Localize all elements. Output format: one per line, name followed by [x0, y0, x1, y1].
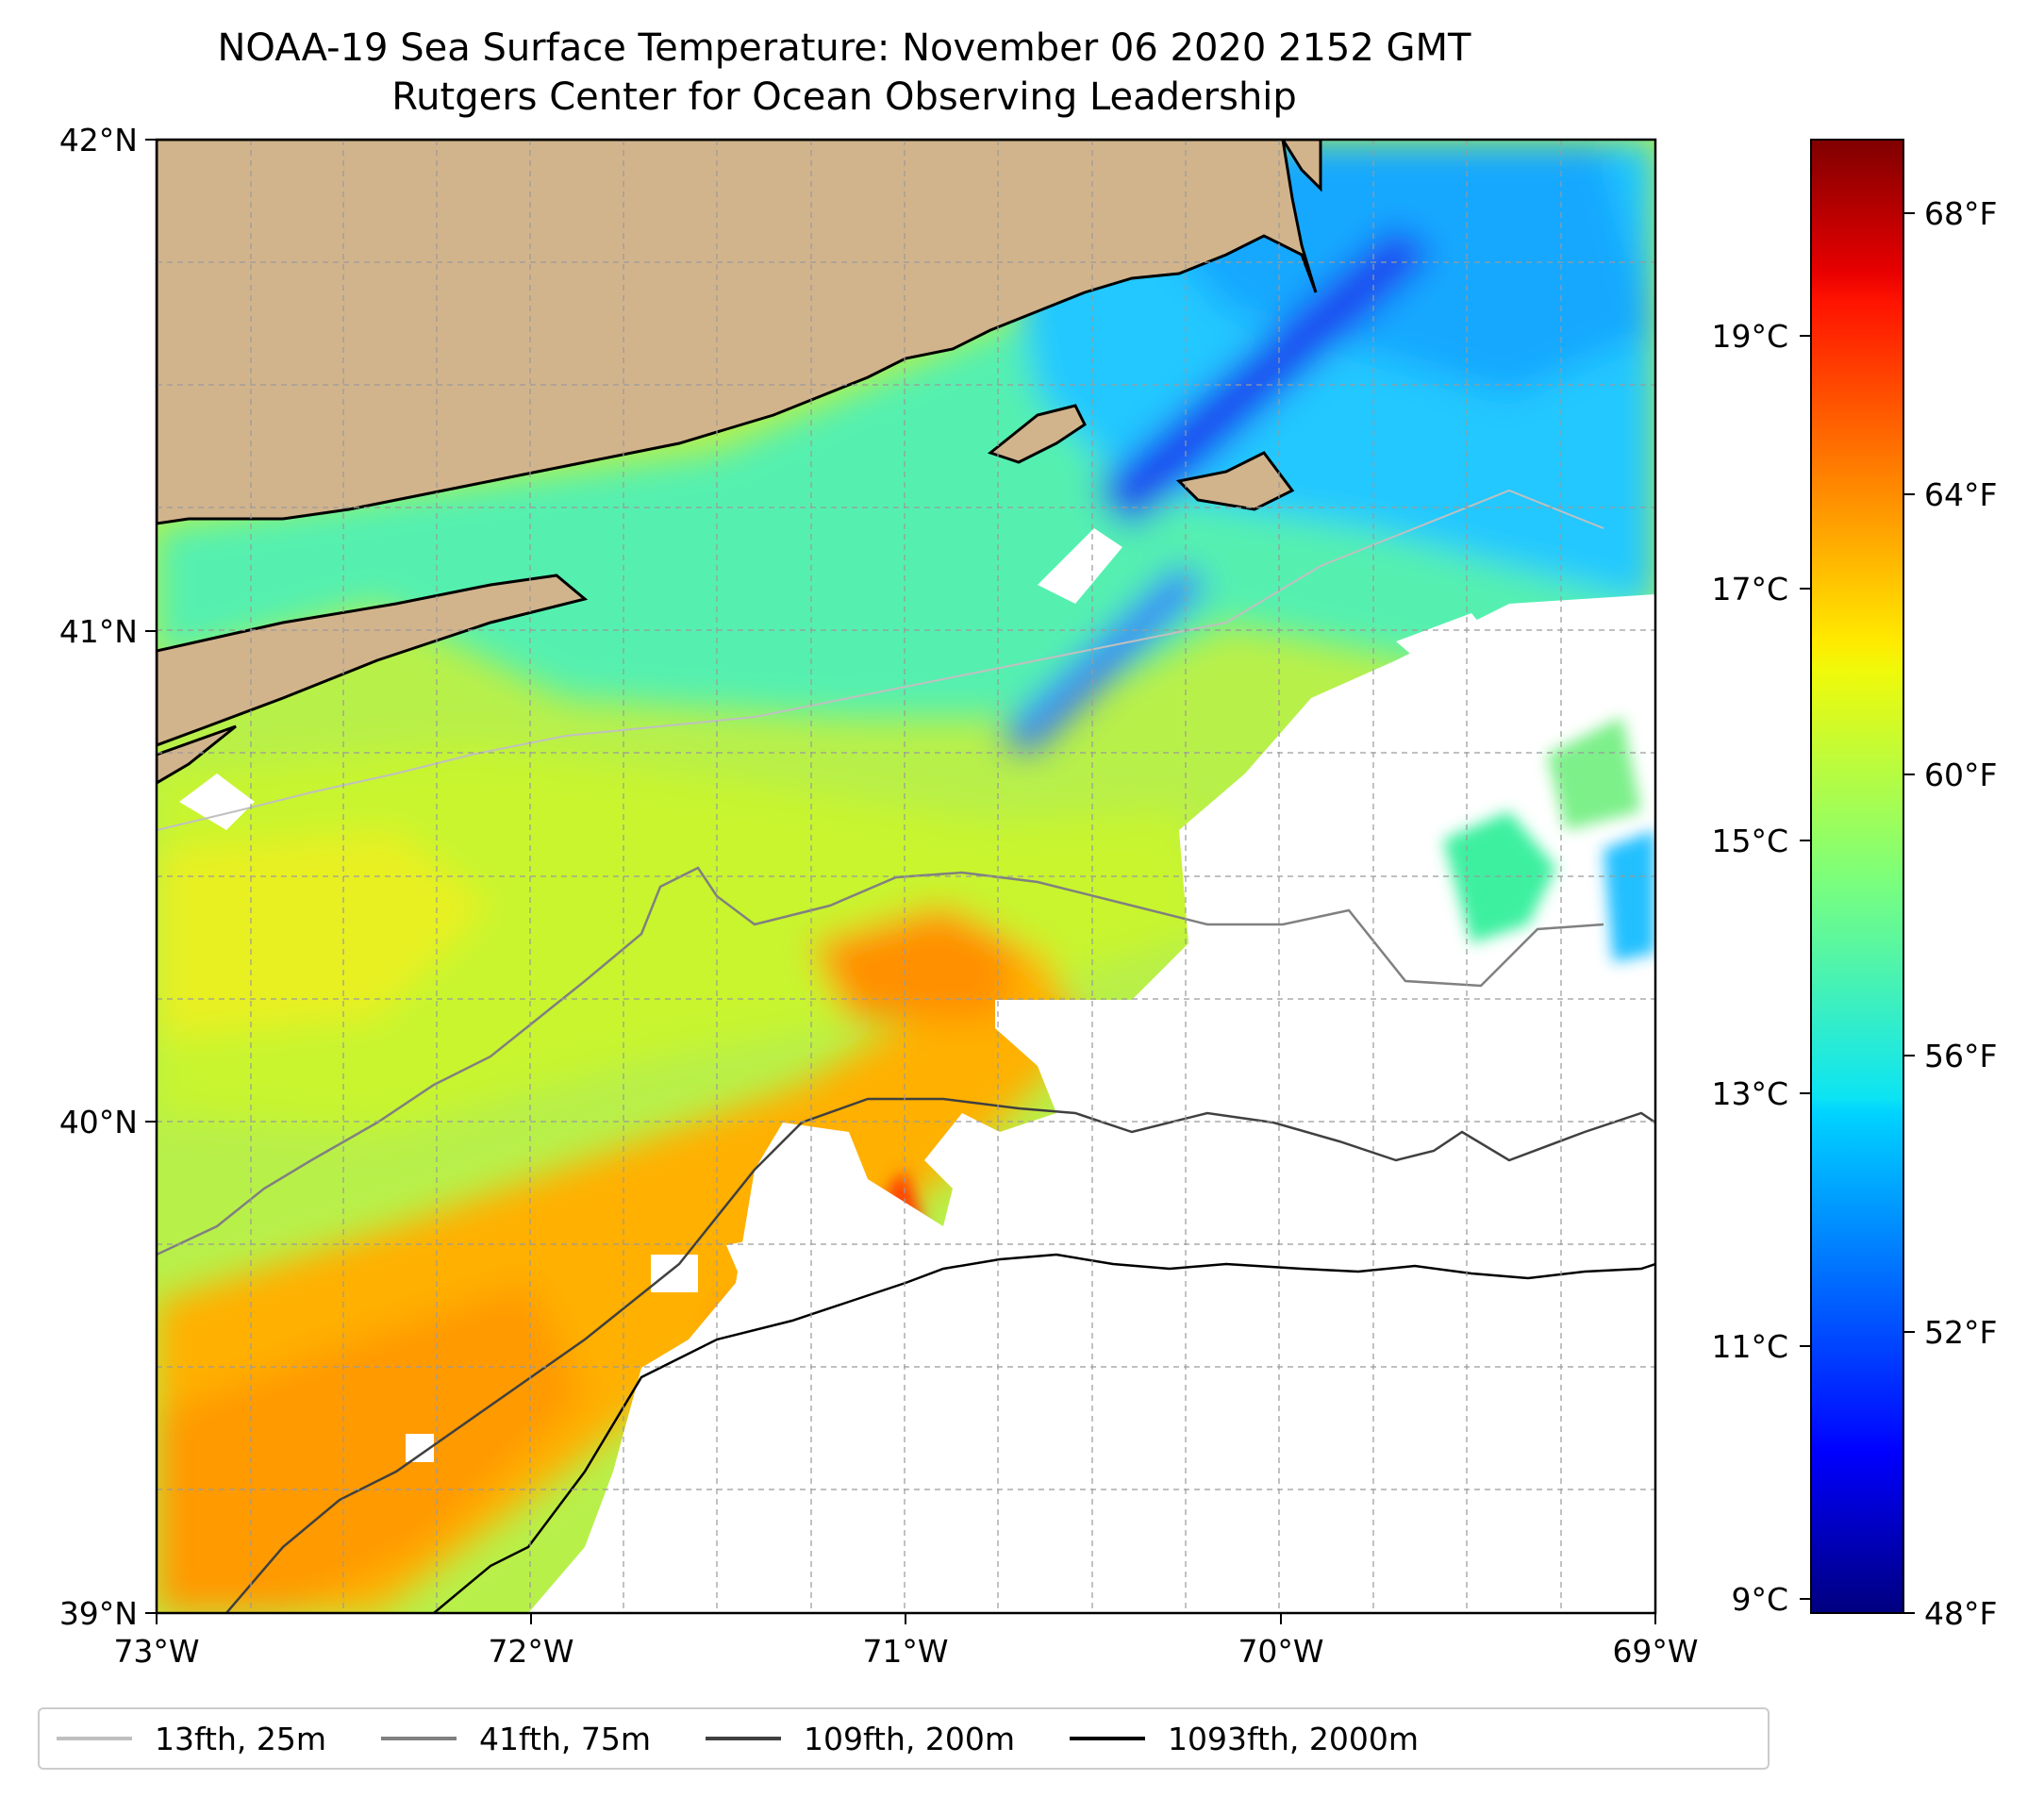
legend-label: 109fth, 200m: [804, 1720, 1015, 1757]
y-tick-label: 39°N: [59, 1595, 138, 1632]
colorbar-fahrenheit-label: 60°F: [1924, 757, 1997, 793]
y-tick-label: 42°N: [59, 122, 138, 158]
map-title: NOAA-19 Sea Surface Temperature: Novembe…: [217, 26, 1471, 70]
legend-label: 13fth, 25m: [155, 1720, 326, 1757]
y-tick-label: 40°N: [59, 1104, 138, 1140]
colorbar-fahrenheit-label: 56°F: [1924, 1038, 1997, 1074]
legend-line-swatch: [706, 1737, 781, 1740]
gridlines: [157, 140, 1655, 1613]
x-tick-label: 72°W: [488, 1633, 573, 1670]
legend-item: 1093fth, 2000m: [1070, 1721, 1419, 1757]
map-subtitle: Rutgers Center for Ocean Observing Leade…: [391, 75, 1297, 119]
legend-line-swatch: [381, 1737, 457, 1740]
colorbar: [1810, 139, 1904, 1614]
legend-line-swatch: [57, 1737, 132, 1740]
colorbar-celsius-label: 19°C: [1711, 318, 1788, 355]
legend-label: 41fth, 75m: [479, 1720, 651, 1757]
isobaths: [157, 489, 1655, 1613]
x-tick-label: 71°W: [862, 1633, 948, 1670]
legend-line-swatch: [1070, 1737, 1145, 1740]
legend-item: 41fth, 75m: [381, 1721, 651, 1757]
colorbar-fahrenheit-label: 68°F: [1924, 195, 1997, 232]
x-tick-label: 70°W: [1238, 1633, 1323, 1670]
x-tick-label: 69°W: [1612, 1633, 1698, 1670]
colorbar-fahrenheit-label: 64°F: [1924, 476, 1997, 513]
colorbar-celsius-label: 17°C: [1711, 571, 1788, 607]
x-tick-label: 73°W: [113, 1633, 199, 1670]
colorbar-celsius-label: 13°C: [1711, 1075, 1788, 1112]
colorbar-celsius-label: 9°C: [1731, 1581, 1788, 1618]
colorbar-fahrenheit-label: 48°F: [1924, 1595, 1997, 1632]
legend-item: 13fth, 25m: [57, 1721, 326, 1757]
legend-label: 1093fth, 2000m: [1168, 1720, 1419, 1757]
y-tick-label: 41°N: [59, 613, 138, 650]
colorbar-celsius-label: 15°C: [1711, 823, 1788, 859]
land: [157, 140, 1322, 785]
isobath-legend: 13fth, 25m 41fth, 75m 109fth, 200m 1093f…: [38, 1707, 1770, 1770]
colorbar-celsius-label: 11°C: [1711, 1328, 1788, 1365]
sst-field: [157, 140, 1655, 1613]
legend-item: 109fth, 200m: [706, 1721, 1015, 1757]
colorbar-fahrenheit-label: 52°F: [1924, 1314, 1997, 1351]
